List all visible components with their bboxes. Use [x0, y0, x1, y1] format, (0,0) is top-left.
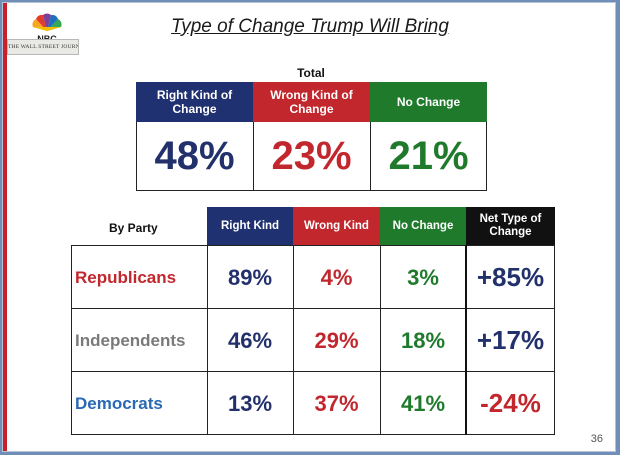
party-border-top — [71, 245, 555, 246]
total-no-change-value: 21% — [388, 133, 469, 178]
independents-wrong-kind: 29% — [314, 327, 359, 353]
total-header-no-change: No Change — [370, 82, 487, 122]
independents-net-change: +17% — [476, 325, 545, 355]
total-border-bottom — [136, 190, 487, 191]
democrats-wrong-kind: 37% — [314, 390, 359, 416]
page-number: 36 — [590, 433, 603, 445]
wsj-logo: THE WALL STREET JOURNAL. — [7, 39, 79, 55]
total-label: Total — [297, 66, 325, 80]
party-border-right — [554, 245, 555, 435]
row-label-republicans: Republicans — [75, 267, 177, 287]
party-border-left — [71, 245, 72, 435]
democrats-net-change: -24% — [480, 388, 541, 418]
republicans-net-change: +85% — [476, 262, 545, 292]
party-col-divider-2 — [293, 245, 294, 435]
party-col-divider-net — [465, 245, 467, 435]
page-title: Type of Change Trump Will Bring — [171, 16, 449, 37]
row-label-independents: Independents — [75, 330, 186, 350]
democrats-right-kind: 13% — [227, 390, 273, 416]
total-border-left — [136, 122, 137, 191]
total-divider-1 — [253, 122, 254, 191]
party-row-divider-1 — [71, 308, 555, 309]
accent-bar — [3, 3, 7, 451]
total-divider-2 — [370, 122, 371, 191]
democrats-no-change: 41% — [400, 390, 446, 416]
total-header-right-kind: Right Kind of Change — [136, 82, 253, 122]
republicans-wrong-kind: 4% — [320, 264, 353, 290]
total-header-wrong-kind: Wrong Kind of Change — [253, 82, 370, 122]
slide: NBC THE WALL STREET JOURNAL. Type of Cha… — [2, 2, 616, 452]
total-border-right — [486, 122, 487, 191]
independents-no-change: 18% — [400, 327, 446, 353]
republicans-no-change: 3% — [407, 264, 439, 290]
party-header-net-change: Net Type of Change — [466, 207, 555, 245]
party-header-right-kind: Right Kind — [207, 207, 293, 245]
row-label-democrats: Democrats — [75, 393, 163, 413]
party-col-divider-1 — [207, 245, 208, 435]
total-right-kind-value: 48% — [154, 133, 235, 178]
party-row-divider-2 — [71, 371, 555, 372]
party-header-wrong-kind: Wrong Kind — [293, 207, 380, 245]
by-party-label: By Party — [109, 221, 158, 235]
party-border-bottom — [71, 434, 555, 435]
independents-right-kind: 46% — [227, 327, 273, 353]
party-col-divider-3 — [380, 245, 381, 435]
total-wrong-kind-value: 23% — [271, 133, 352, 178]
republicans-right-kind: 89% — [227, 264, 273, 290]
party-header-no-change: No Change — [380, 207, 466, 245]
